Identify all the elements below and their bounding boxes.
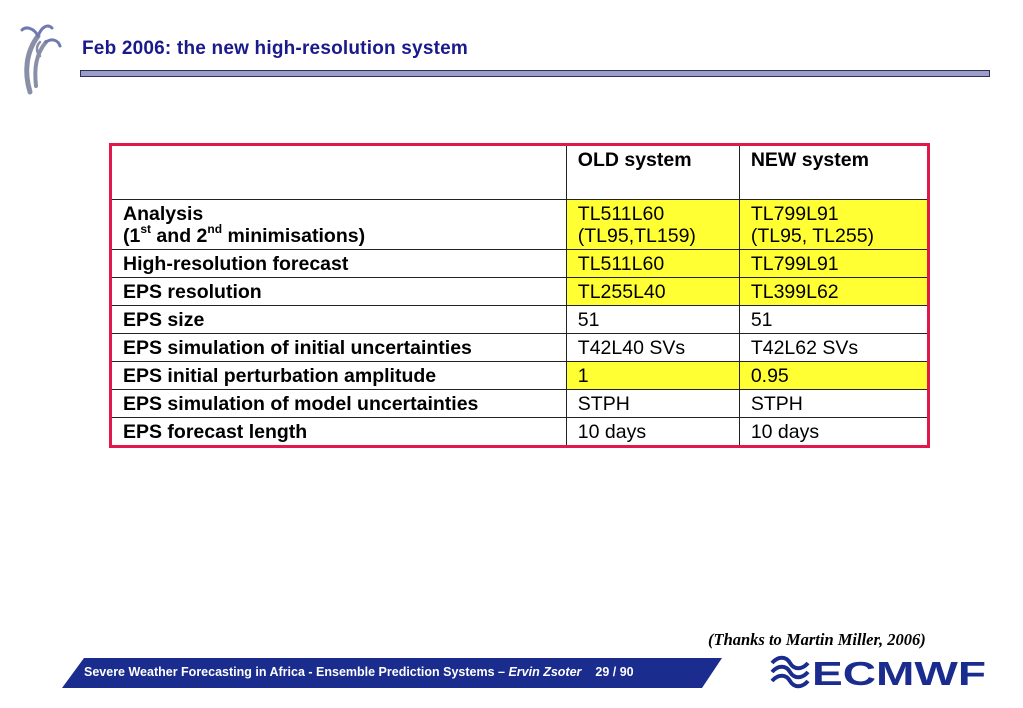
header-empty-cell [110,144,567,200]
page-number: 29 / 90 [595,665,634,679]
footer-title: Severe Weather Forecasting in Africa - E… [84,665,509,679]
ecmwf-logo-text: ECMWF [812,655,986,690]
comparison-table: OLD system NEW system Analysis (1st and … [109,143,930,448]
new-value: 10 days [738,417,930,447]
row-label: EPS simulation of model uncertainties [110,389,567,418]
footer-bar [62,658,722,688]
old-value: TL255L40 [565,277,740,306]
old-value: STPH [565,389,740,418]
table-header-row: OLD system NEW system [110,144,930,200]
old-value: TL511L60 [565,249,740,278]
row-label: EPS initial perturbation amplitude [110,361,567,390]
old-value: 10 days [565,417,740,447]
table-row: Analysis (1st and 2nd minimisations) TL5… [110,199,930,250]
header-old-system: OLD system [565,144,740,200]
row-label-line2: (1st and 2nd minimisations) [123,221,366,248]
slide-title: Feb 2006: the new high-resolution system [82,38,468,59]
row-label: EPS resolution [110,277,567,306]
old-value: TL511L60 (TL95,TL159) [565,199,740,250]
row-label: High-resolution forecast [110,249,567,278]
row-label: EPS simulation of initial uncertainties [110,333,567,362]
new-value: STPH [738,389,930,418]
new-value: 51 [738,305,930,334]
new-value: TL799L91 (TL95, TL255) [738,199,930,250]
table-row: EPS simulation of model uncertainties ST… [110,389,930,418]
footer-author: Ervin Zsoter [508,665,582,679]
table-row: EPS resolution TL255L40 TL399L62 [110,277,930,306]
table-row: EPS forecast length 10 days 10 days [110,417,930,447]
table-row: EPS size 51 51 [110,305,930,334]
title-divider [80,70,990,77]
new-value: T42L62 SVs [738,333,930,362]
old-value: 1 [565,361,740,390]
row-label-line1: Analysis [123,203,204,225]
table-row: EPS initial perturbation amplitude 1 0.9… [110,361,930,390]
ecmwf-logo: ECMWF [770,655,986,690]
footer-caption: Severe Weather Forecasting in Africa - E… [84,665,634,679]
row-label: Analysis (1st and 2nd minimisations) [110,199,567,250]
header-new-system: NEW system [738,144,930,200]
new-value: TL399L62 [738,277,930,306]
old-value: T42L40 SVs [565,333,740,362]
old-value: 51 [565,305,740,334]
table-row: EPS simulation of initial uncertainties … [110,333,930,362]
row-label: EPS size [110,305,567,334]
new-value: 0.95 [738,361,930,390]
ecmwf-figure-icon [20,24,62,95]
new-value: TL799L91 [738,249,930,278]
row-label: EPS forecast length [110,417,567,447]
credit-note: (Thanks to Martin Miller, 2006) [708,630,926,649]
table-row: High-resolution forecast TL511L60 TL799L… [110,249,930,278]
